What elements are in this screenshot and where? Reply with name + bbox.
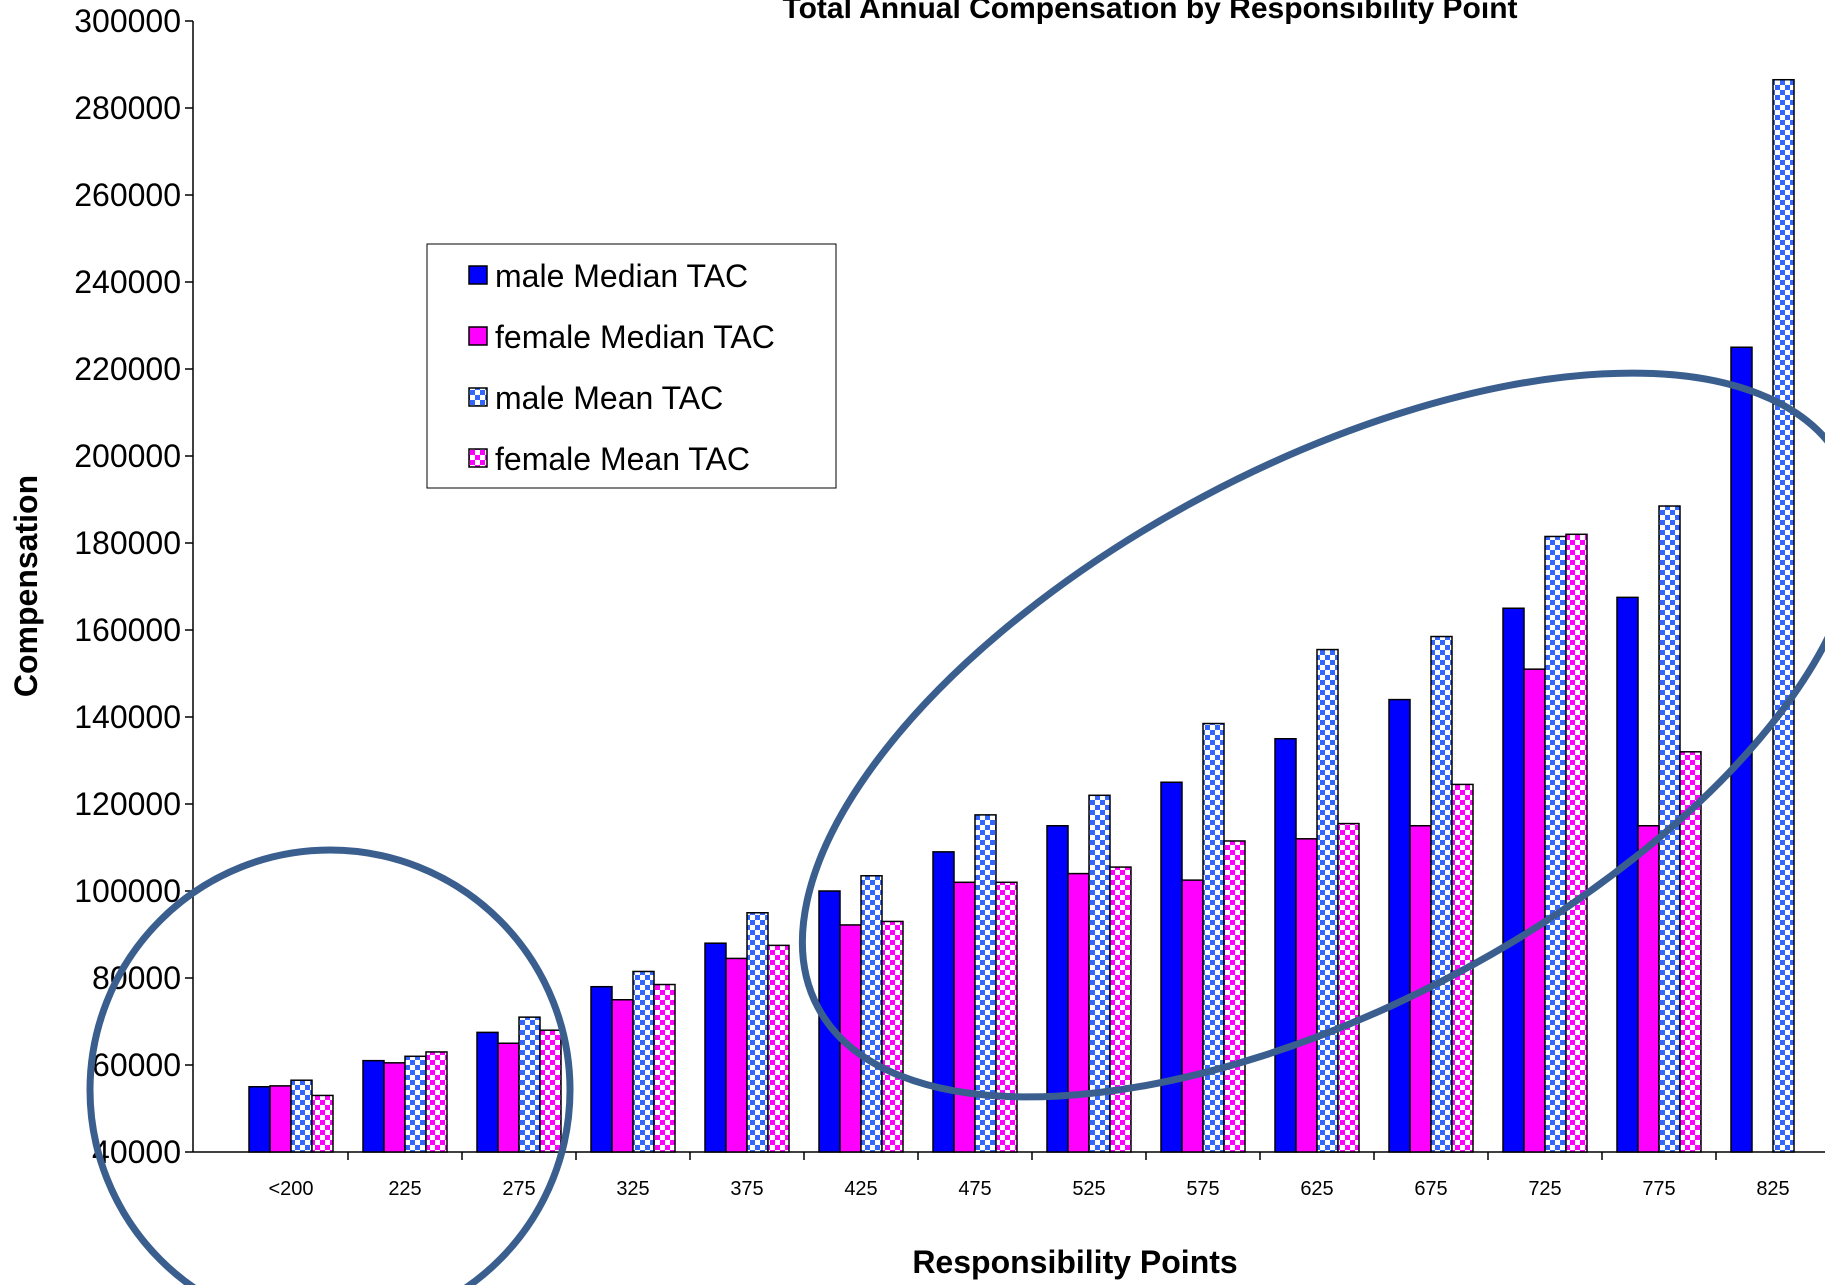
- y-tick-label: 200000: [74, 438, 181, 474]
- highlight-circle-low: [86, 846, 574, 1285]
- bar-male-median-tac: [932, 851, 955, 1153]
- x-tick-label: 525: [1072, 1178, 1105, 1200]
- highlight-ellipse-high: [798, 369, 1825, 1101]
- bar-female-median-tac: [1523, 668, 1546, 1153]
- bar-male-median-tac: [1160, 781, 1183, 1153]
- bar-female-mean-tac: [1109, 866, 1132, 1153]
- y-tick-label: 240000: [74, 264, 181, 300]
- bar-male-median-tac: [248, 1086, 271, 1153]
- y-tick-label: 220000: [74, 351, 181, 387]
- x-tick-label: 425: [844, 1178, 877, 1200]
- legend-swatch-male-mean: [468, 387, 488, 407]
- y-axis-ticks: 40000 60000 80000 100000 120000 140000 160000 1…: [74, 3, 193, 1170]
- x-tick-label: 675: [1414, 1178, 1447, 1200]
- x-tick-label: 625: [1300, 1178, 1333, 1200]
- legend-label-male-mean: male Mean TAC: [495, 380, 723, 416]
- bar-male-median-tac: [1046, 825, 1069, 1153]
- bar-male-mean-tac: [1430, 635, 1453, 1153]
- bar-female-mean-tac: [1679, 751, 1702, 1153]
- bar-female-mean-tac: [767, 944, 790, 1153]
- annotations: [86, 369, 1825, 1285]
- y-axis-title: Compensation: [8, 475, 44, 697]
- y-tick-label: 40000: [92, 1134, 181, 1170]
- bar-female-median-tac: [383, 1062, 406, 1153]
- bar-male-mean-tac: [632, 970, 655, 1153]
- bar-female-mean-tac: [1223, 840, 1246, 1153]
- y-tick-label: 60000: [92, 1047, 181, 1083]
- x-tick-label: 325: [616, 1178, 649, 1200]
- bar-female-mean-tac: [881, 920, 904, 1153]
- bar-female-mean-tac: [653, 983, 676, 1153]
- x-axis-title: Responsibility Points: [912, 1244, 1237, 1280]
- y-tick-label: 120000: [74, 786, 181, 822]
- bar-male-median-tac: [362, 1059, 385, 1153]
- x-tick-label: 775: [1642, 1178, 1675, 1200]
- x-tick-label: 375: [730, 1178, 763, 1200]
- bar-male-mean-tac: [1772, 78, 1795, 1153]
- bar-male-mean-tac: [290, 1079, 313, 1153]
- bar-female-mean-tac: [539, 1029, 562, 1153]
- bar-female-median-tac: [1295, 838, 1318, 1153]
- y-tick-label: 280000: [74, 90, 181, 126]
- bar-male-mean-tac: [404, 1055, 427, 1153]
- bar-male-mean-tac: [1316, 648, 1339, 1153]
- x-tick-label: <200: [268, 1178, 313, 1200]
- x-tick-label: 275: [502, 1178, 535, 1200]
- bar-male-median-tac: [590, 985, 613, 1153]
- bar-female-median-tac: [1181, 879, 1204, 1153]
- bar-male-mean-tac: [974, 814, 997, 1153]
- bar-female-median-tac: [1067, 872, 1090, 1153]
- bar-female-mean-tac: [995, 881, 1018, 1153]
- y-tick-label: 260000: [74, 177, 181, 213]
- x-tick-label: 475: [958, 1178, 991, 1200]
- bar-male-median-tac: [1502, 607, 1525, 1153]
- bar-female-median-tac: [725, 957, 748, 1153]
- bar-female-median-tac: [497, 1042, 520, 1153]
- bar-male-mean-tac: [860, 875, 883, 1153]
- legend-swatch-male-median: [468, 265, 488, 285]
- bar-male-median-tac: [1616, 596, 1639, 1153]
- bar-male-median-tac: [1388, 698, 1411, 1153]
- legend: male Median TAC female Median TAC male M…: [426, 243, 837, 489]
- y-tick-label: 140000: [74, 699, 181, 735]
- bar-male-median-tac: [704, 942, 727, 1153]
- bar-male-mean-tac: [1088, 794, 1111, 1153]
- x-tick-label: 725: [1528, 1178, 1561, 1200]
- legend-box: [426, 243, 837, 489]
- legend-label-male-median: male Median TAC: [495, 258, 748, 294]
- bar-female-mean-tac: [425, 1051, 448, 1153]
- chart-title: Total Annual Compensation by Responsibil…: [782, 0, 1517, 25]
- legend-label-female-mean: female Mean TAC: [495, 441, 750, 477]
- legend-swatch-female-median: [468, 326, 488, 346]
- bar-male-mean-tac: [746, 912, 769, 1153]
- legend-label-female-median: female Median TAC: [495, 319, 775, 355]
- bar-female-median-tac: [611, 999, 634, 1153]
- x-tick-label: 825: [1756, 1178, 1789, 1200]
- x-tick-label: 225: [388, 1178, 421, 1200]
- legend-swatch-female-mean: [468, 448, 488, 468]
- bar-female-mean-tac: [1337, 822, 1360, 1153]
- bar-female-mean-tac: [311, 1094, 334, 1153]
- bar-female-median-tac: [953, 881, 976, 1153]
- y-tick-label: 80000: [92, 960, 181, 996]
- bar-female-median-tac: [1637, 825, 1660, 1153]
- y-tick-label: 160000: [74, 612, 181, 648]
- y-tick-label: 100000: [74, 873, 181, 909]
- bar-male-mean-tac: [1202, 722, 1225, 1153]
- bar-female-median-tac: [269, 1085, 292, 1153]
- bar-male-median-tac: [1274, 738, 1297, 1153]
- y-tick-label: 300000: [74, 3, 181, 39]
- x-axis-ticks: <200 225 275 325 375 425 475 525 575 625 675 725 775…: [268, 1152, 1790, 1200]
- x-tick-label: 575: [1186, 1178, 1219, 1200]
- y-tick-label: 180000: [74, 525, 181, 561]
- bar-female-mean-tac: [1565, 533, 1588, 1153]
- bar-male-mean-tac: [518, 1016, 541, 1153]
- bar-male-mean-tac: [1544, 535, 1567, 1153]
- bar-male-median-tac: [476, 1031, 499, 1153]
